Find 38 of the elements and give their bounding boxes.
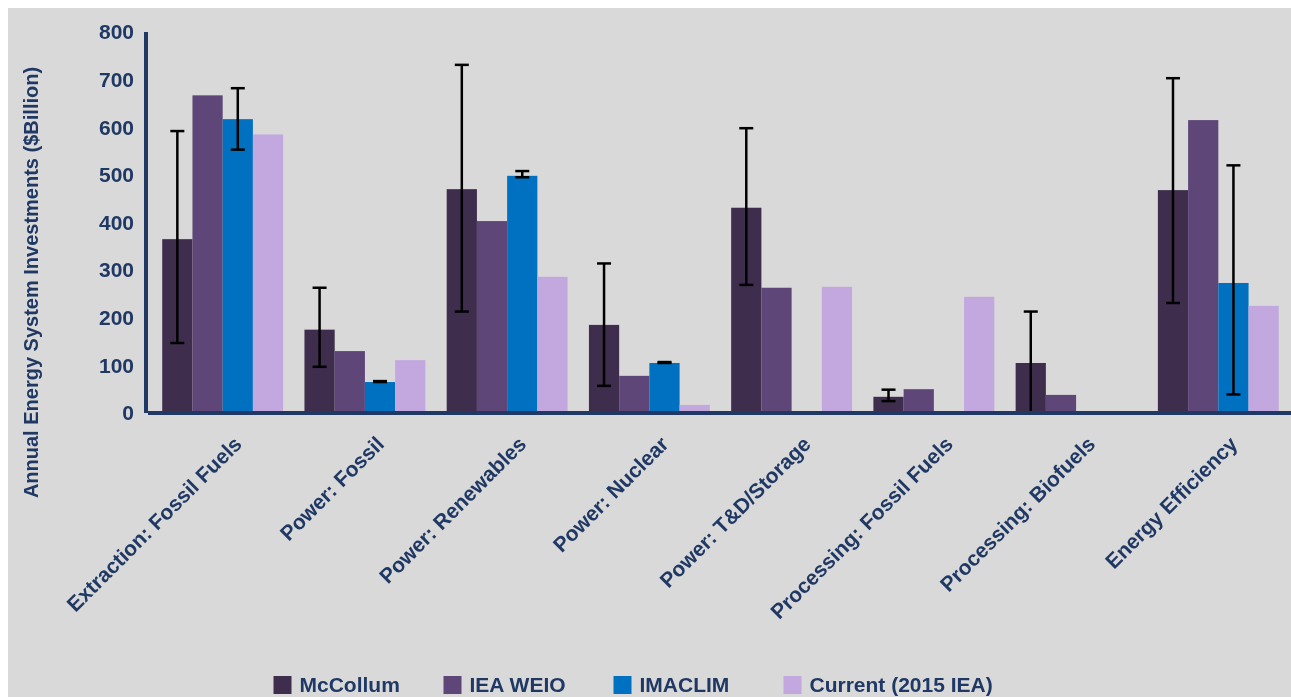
y-tick-label: 500 — [98, 163, 134, 187]
bar — [304, 329, 335, 413]
bar — [903, 389, 934, 413]
legend-label: McCollum — [299, 673, 400, 696]
bar — [649, 362, 680, 413]
bar — [821, 286, 853, 413]
y-tick-label: 800 — [98, 20, 134, 44]
bar — [476, 221, 508, 413]
y-axis-title: Annual Energy System Investments ($Billion) — [20, 66, 42, 499]
bar — [364, 382, 396, 413]
bar — [588, 324, 620, 413]
y-tick-label: 300 — [98, 258, 134, 282]
bar — [537, 276, 568, 413]
bar — [252, 134, 284, 413]
bar — [1188, 120, 1219, 413]
y-tick-label: 200 — [98, 306, 134, 330]
legend-label: IMACLIM — [639, 673, 730, 696]
bar — [761, 287, 792, 413]
bar — [192, 95, 223, 413]
bar — [162, 239, 193, 413]
bar — [1248, 305, 1279, 413]
bar — [619, 375, 650, 413]
bar — [507, 175, 538, 413]
legend-label: IEA WEIO — [469, 673, 566, 696]
bar — [964, 296, 995, 413]
bar — [446, 189, 477, 413]
bar — [334, 351, 365, 413]
y-tick-label: 0 — [122, 401, 134, 425]
bar — [1157, 190, 1189, 413]
y-tick-label: 700 — [98, 67, 134, 91]
y-tick-label: 100 — [98, 353, 134, 377]
bar — [731, 207, 762, 413]
bar — [1218, 282, 1249, 413]
y-tick-label: 400 — [98, 210, 134, 234]
legend-label: Current (2015 IEA) — [809, 673, 993, 696]
bar — [222, 119, 253, 413]
bar — [395, 360, 426, 413]
y-tick-label: 600 — [98, 115, 134, 139]
